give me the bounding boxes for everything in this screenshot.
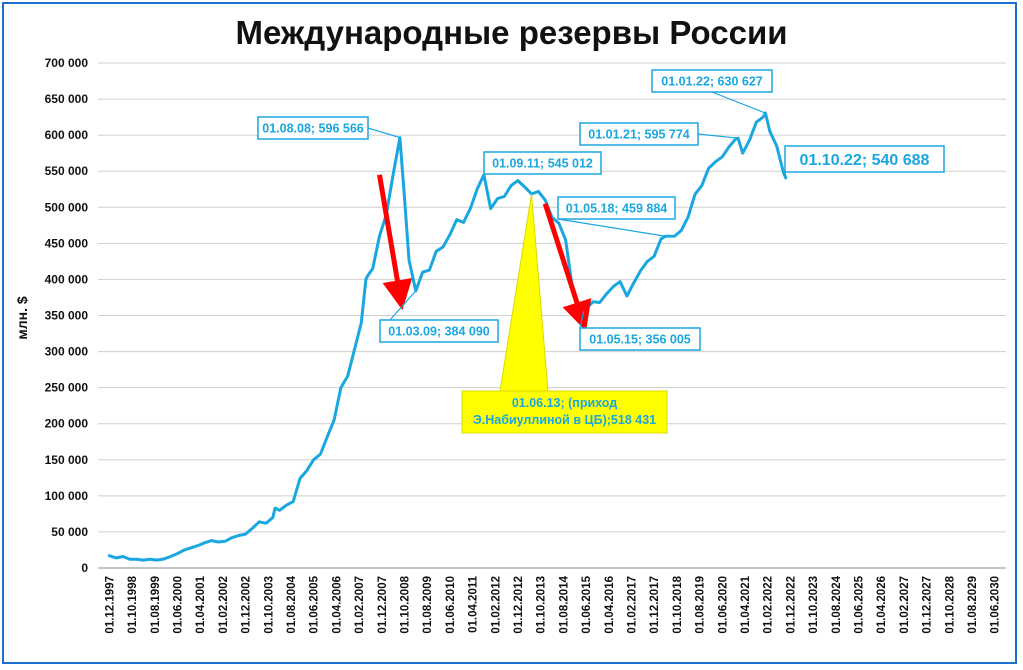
x-tick-labels: 01.12.1997 01.10.1998 01.08.1999 01.06.2000… <box>104 575 1001 633</box>
x-tick-label: 01.04.2006 <box>331 576 343 634</box>
x-tick-label: 01.02.2022 <box>763 576 775 634</box>
x-tick-label: 01.10.2028 <box>944 575 956 633</box>
y-tick-label: 200 000 <box>45 417 89 431</box>
x-tick-label: 01.06.2025 <box>853 575 865 633</box>
x-tick-label: 01.10.2023 <box>808 576 820 634</box>
annotation-box <box>257 116 369 140</box>
x-tick-label: 01.08.2004 <box>286 575 298 633</box>
annotation-box <box>379 319 499 343</box>
y-tick-label: 150 000 <box>45 453 89 467</box>
annotation-box <box>557 196 676 220</box>
x-tick-label: 01.06.2005 <box>309 575 321 633</box>
x-tick-label: 01.02.2027 <box>899 576 911 634</box>
x-tick-label: 01.02.2002 <box>218 576 230 634</box>
x-tick-label: 01.10.2008 <box>399 575 411 633</box>
x-tick-label: 01.06.2020 <box>717 576 729 634</box>
x-tick-label: 01.02.2012 <box>490 576 502 634</box>
annotation-box <box>461 390 668 434</box>
x-tick-label: 01.08.2014 <box>558 575 570 633</box>
x-tick-label: 01.06.2000 <box>172 576 184 634</box>
annotation-pointer <box>499 193 549 392</box>
x-tick-label: 01.08.2019 <box>695 576 707 634</box>
annotation-leader <box>557 218 666 237</box>
annotation-label: 01.05.15; 356 005 <box>589 333 691 347</box>
y-axis-label: млн. $ <box>14 296 30 339</box>
x-tick-label: 01.08.2029 <box>967 576 979 634</box>
trend-arrow <box>377 174 413 311</box>
grid-lines <box>98 62 1006 569</box>
x-tick-label: 01.10.2003 <box>263 576 275 634</box>
annotation-label: Э.Набиуллиной в ЦБ);518 431 <box>473 413 656 427</box>
y-tick-label: 650 000 <box>45 92 89 106</box>
y-tick-label: 450 000 <box>45 236 89 250</box>
annotation-leader <box>389 290 417 321</box>
annotation-label: 01.06.13; (приход <box>512 396 617 410</box>
x-tick-label: 01.08.1999 <box>150 576 162 634</box>
annotations-group: 01.08.08; 596 566 01.03.09; 384 090 01.09.… <box>257 69 945 434</box>
annotation-leader <box>697 133 739 139</box>
x-tick-label: 01.06.2015 <box>581 575 593 633</box>
chart-title: Международные резервы России <box>235 14 788 51</box>
y-tick-labels: 0 50 000 100 000 150 000 200 000 250 000 300 0… <box>45 56 89 575</box>
x-tick-label: 01.04.2001 <box>195 575 207 633</box>
annotation-label: 01.09.11; 545 012 <box>492 157 593 171</box>
annotation-label: 01.01.21; 595 774 <box>588 128 690 142</box>
x-tick-label: 01.12.2022 <box>785 576 797 634</box>
annotation-label: 01.08.08; 596 566 <box>262 122 364 136</box>
annotation-leader <box>579 311 585 329</box>
y-tick-label: 500 000 <box>45 200 89 214</box>
x-tick-label: 01.12.2007 <box>377 576 389 634</box>
annotation-label: 01.05.18; 459 884 <box>566 202 668 216</box>
annotation-box <box>579 327 701 351</box>
y-tick-label: 350 000 <box>45 309 89 323</box>
annotation-label: 01.01.22; 630 627 <box>661 75 763 89</box>
annotation-box <box>784 145 945 173</box>
x-tick-label: 01.12.2017 <box>649 576 661 634</box>
y-tick-label: 400 000 <box>45 272 89 286</box>
x-tick-label: 01.08.2009 <box>422 576 434 634</box>
x-tick-label: 01.02.2017 <box>626 576 638 634</box>
x-tick-label: 01.10.2018 <box>672 575 684 633</box>
annotation-label: 01.03.09; 384 090 <box>388 325 490 339</box>
y-tick-label: 100 000 <box>45 489 89 503</box>
y-tick-label: 50 000 <box>51 525 88 539</box>
x-tick-label: 01.06.2030 <box>990 576 1002 634</box>
y-tick-label: 700 000 <box>45 56 89 70</box>
x-tick-label: 01.04.2016 <box>604 576 616 634</box>
annotation-box <box>651 69 773 93</box>
annotation-leader <box>711 91 766 114</box>
y-tick-label: 600 000 <box>45 128 89 142</box>
x-tick-label: 01.04.2021 <box>740 575 752 633</box>
y-tick-label: 250 000 <box>45 381 89 395</box>
x-tick-label: 01.12.2002 <box>241 576 253 634</box>
x-tick-label: 01.02.2007 <box>354 576 366 634</box>
annotation-label: 01.10.22; 540 688 <box>800 152 930 169</box>
arrows-group <box>377 174 592 332</box>
x-tick-label: 01.04.2011 <box>468 575 480 633</box>
y-tick-label: 300 000 <box>45 345 89 359</box>
x-tick-label: 01.08.2024 <box>831 575 843 633</box>
annotation-box <box>579 122 699 146</box>
x-tick-label: 01.12.2027 <box>922 576 934 634</box>
x-tick-label: 01.04.2026 <box>876 576 888 634</box>
series-group <box>107 111 788 562</box>
x-tick-label: 01.12.1997 <box>104 576 116 634</box>
series-line <box>107 111 788 562</box>
x-tick-label: 01.06.2010 <box>445 576 457 634</box>
annotation-box <box>483 151 602 175</box>
trend-arrow <box>542 202 592 332</box>
y-tick-label: 0 <box>81 561 88 575</box>
x-tick-label: 01.10.2013 <box>536 576 548 634</box>
y-tick-label: 550 000 <box>45 164 89 178</box>
x-tick-label: 01.12.2012 <box>513 576 525 634</box>
annotation-leader <box>367 127 401 139</box>
x-tick-label: 01.10.1998 <box>127 575 139 633</box>
